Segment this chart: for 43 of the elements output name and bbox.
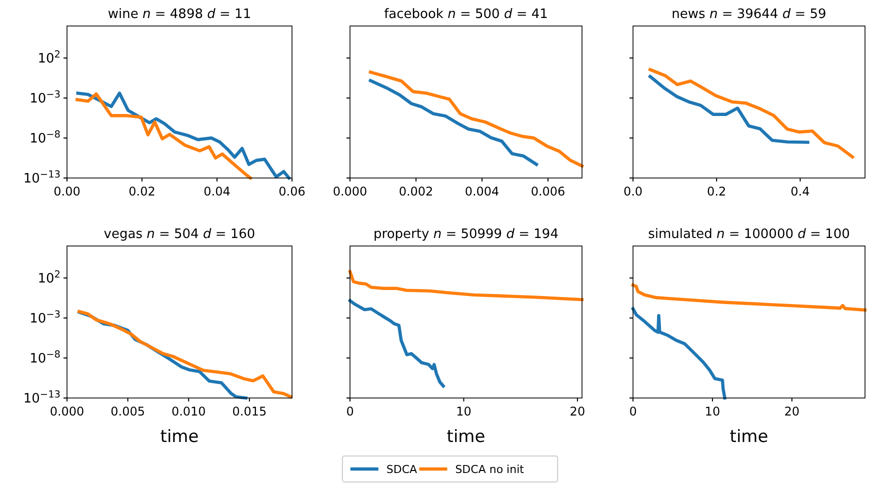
x-tick-label: 0.2 <box>707 184 726 198</box>
y-tick-label: 10$^{2}$ <box>38 269 60 287</box>
line-series <box>76 92 291 180</box>
y-tick-label: 10$^{−13}$ <box>23 169 60 187</box>
y-tick-label: 10$^{2}$ <box>38 49 60 67</box>
x-tick-label: 0.0 <box>623 184 643 198</box>
x-axis-title: time <box>446 427 486 447</box>
chart-title: facebook n = 500 d = 41 <box>384 7 548 22</box>
y-tick-label: 10$^{−8}$ <box>30 349 60 367</box>
chart-title: property n = 50999 d = 194 <box>374 227 558 242</box>
x-tick-label: 10 <box>704 404 720 418</box>
x-tick-label: 0.02 <box>128 184 156 198</box>
y-tick-label: 10$^{−8}$ <box>30 129 60 147</box>
x-axis-title: time <box>730 427 768 447</box>
x-tick-label: 10 <box>456 404 472 418</box>
x-tick-label: 0.06 <box>278 184 306 198</box>
x-tick-label: 0.000 <box>332 184 368 198</box>
y-tick-label: 10$^{−3}$ <box>30 89 60 107</box>
x-tick-label: 0.002 <box>398 184 434 198</box>
chart-title: vegas n = 504 d = 160 <box>104 227 256 242</box>
y-tick-label: 10$^{−13}$ <box>23 389 60 407</box>
chart-title: news n = 39644 d = 59 <box>672 7 826 22</box>
x-tick-label: 0.000 <box>50 404 84 418</box>
line-series <box>76 92 252 180</box>
x-tick-label: 0.04 <box>204 184 230 198</box>
x-tick-label: 0.005 <box>110 404 145 418</box>
line-series <box>78 310 292 398</box>
x-tick-label: 0 <box>346 404 354 418</box>
x-tick-label: 0 <box>629 404 637 418</box>
x-tick-label: 0.006 <box>530 184 566 198</box>
x-tick-label: 0.00 <box>54 184 80 198</box>
chart-title: simulated n = 100000 d = 100 <box>648 227 850 242</box>
x-tick-label: 0.015 <box>232 404 267 418</box>
legend-label: SDCA <box>386 462 418 476</box>
x-tick-label: 0.004 <box>464 184 500 198</box>
legend-label: SDCA no init <box>455 462 525 476</box>
x-tick-label: 0.4 <box>790 184 810 198</box>
chart-title: wine n = 4898 d = 11 <box>108 7 252 22</box>
x-axis-title: time <box>160 427 199 447</box>
x-tick-label: 20 <box>784 404 800 418</box>
x-tick-label: 0.010 <box>171 404 206 418</box>
y-tick-label: 10$^{−3}$ <box>30 309 60 327</box>
x-tick-label: 20 <box>570 404 586 418</box>
